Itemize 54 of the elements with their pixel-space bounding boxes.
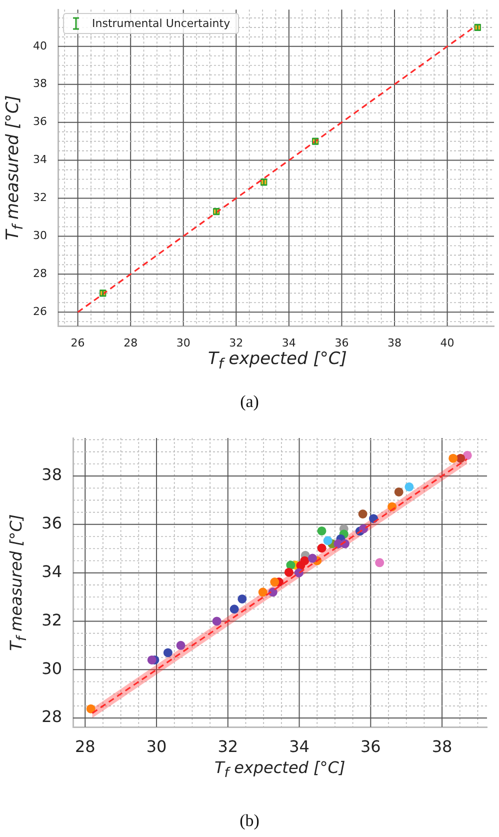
- point: [230, 604, 239, 614]
- point: [286, 560, 296, 570]
- y-tick-label: 40: [33, 39, 47, 52]
- y-tick-label: 32: [33, 191, 47, 204]
- y-tick-label: 38: [33, 77, 47, 90]
- point: [317, 544, 326, 553]
- x-tick-label: 30: [146, 736, 167, 756]
- y-tick-label: 26: [33, 305, 47, 318]
- x-tick-label: 28: [124, 336, 138, 350]
- point: [404, 482, 414, 492]
- x-tick-label: 40: [440, 336, 454, 350]
- y-tick-label: 30: [42, 658, 62, 678]
- point: [212, 616, 222, 626]
- y-tick-label: 36: [33, 115, 47, 128]
- x-tick-label: 30: [176, 336, 190, 350]
- x-tick-label: 36: [334, 336, 349, 350]
- y-tick-label: 38: [42, 465, 62, 484]
- point: [308, 554, 317, 563]
- point: [270, 578, 280, 587]
- x-tick-label: 32: [229, 336, 244, 350]
- y-tick-label: 28: [33, 267, 47, 280]
- point: [317, 526, 326, 536]
- x-tick-label: 34: [282, 336, 296, 350]
- x-axis-title: T$_{f}$ expected [°C]: [214, 758, 346, 782]
- text: (a): [239, 392, 260, 412]
- y-tick-label: 32: [42, 610, 62, 630]
- point: [238, 594, 247, 604]
- point: [375, 558, 384, 568]
- point: [258, 588, 268, 597]
- point: [300, 556, 310, 566]
- point: [176, 640, 186, 650]
- point: [358, 510, 368, 518]
- legend-label: Instrumental Uncertainty: [92, 17, 230, 30]
- y-tick-label: 34: [42, 562, 62, 581]
- y-tick-label: 36: [42, 514, 62, 533]
- x-axis-title: T$_{f}$ expected [°C]: [208, 349, 347, 372]
- point: [448, 454, 458, 463]
- point: [284, 568, 294, 577]
- point: [147, 655, 156, 664]
- y-tick-label: 30: [33, 229, 47, 242]
- point: [86, 704, 96, 714]
- x-tick-label: 32: [218, 736, 238, 756]
- x-tick-label: 38: [432, 736, 452, 756]
- point: [323, 536, 332, 546]
- x-tick-label: 36: [360, 736, 381, 756]
- x-tick-label: 38: [388, 336, 402, 350]
- point: [394, 487, 404, 496]
- point: [163, 648, 172, 658]
- text: (b): [238, 811, 260, 831]
- x-tick-label: 28: [74, 736, 96, 756]
- x-tick-label: 26: [70, 336, 85, 350]
- x-tick-label: 34: [289, 736, 310, 756]
- y-tick-label: 34: [33, 153, 47, 166]
- y-tick-label: 28: [42, 707, 62, 726]
